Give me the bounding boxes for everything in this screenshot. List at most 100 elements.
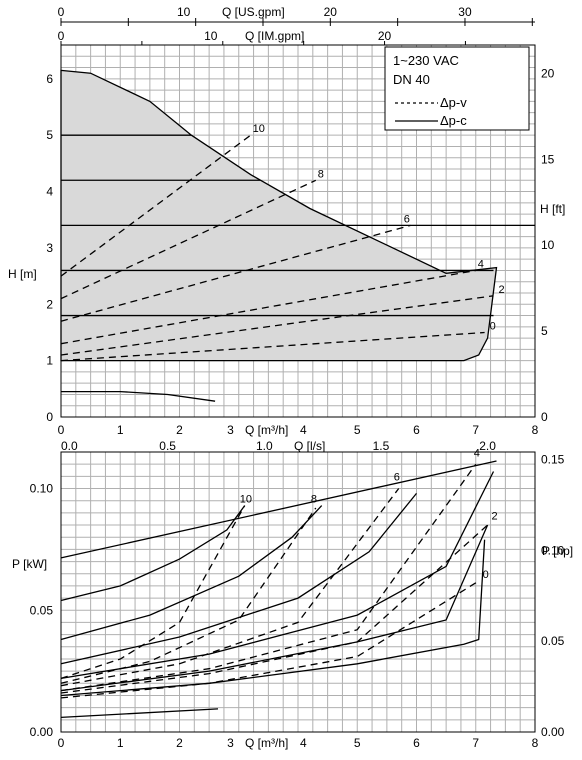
- y-tick: 5: [46, 128, 53, 142]
- y2-tick: 0.10: [541, 543, 565, 557]
- y-tick: 6: [46, 72, 53, 86]
- legend-line-dn: DN 40: [393, 72, 430, 87]
- power-chart-y2-label: P [hp]: [542, 544, 573, 558]
- ls-tick: 1.0: [256, 439, 273, 453]
- power-chart-y-label: P [kW]: [12, 557, 47, 571]
- im-gpm-axis: 0 10 20: [58, 29, 466, 45]
- x-tick: 4: [300, 423, 307, 437]
- y-tick: 3: [46, 241, 53, 255]
- curve-label-2: 2: [498, 284, 504, 296]
- legend-entry-dp-c: Δp-c: [440, 113, 467, 128]
- head-chart-y-ticks: 0 1 2 3 4 5 6: [46, 72, 53, 424]
- x-tick: 1: [117, 423, 124, 437]
- power-chart-ls-ticks: 0.0 0.5 1.0 1.5 2.0: [61, 439, 496, 453]
- head-chart-x-ticks: 0 1 2 3 4 5 6 7 8: [58, 423, 539, 437]
- power-curve-dp-c-10: [60, 505, 246, 602]
- y-tick: 0.05: [30, 603, 54, 617]
- head-chart-envelope-area: [60, 69, 498, 362]
- us-gpm-tick: 10: [177, 5, 191, 19]
- us-gpm-tick: 30: [458, 5, 472, 19]
- y2-tick: 5: [541, 324, 548, 338]
- minimum-speed-curve: [61, 390, 216, 402]
- x-tick: 6: [413, 736, 420, 750]
- x-tick: 2: [176, 423, 183, 437]
- curve-label-6: 6: [404, 213, 410, 225]
- head-chart-y2-label: H [ft]: [540, 202, 565, 216]
- x-tick: 7: [472, 423, 479, 437]
- us-gpm-axis: 0 10 20 30: [58, 5, 535, 26]
- minimum-power-curve: [60, 708, 219, 719]
- curve-label-10: 10: [253, 123, 265, 135]
- x-tick: 2: [176, 736, 183, 750]
- ls-tick: 0.0: [61, 439, 78, 453]
- power-curve-label-0: 0: [483, 569, 489, 581]
- x-tick: 4: [300, 736, 307, 750]
- power-chart-x-label: Q [m³/h]: [245, 736, 288, 750]
- power-curve-label-8: 8: [311, 494, 317, 506]
- power-curve-label-4: 4: [474, 447, 480, 459]
- power-curve-dp-v-8: [60, 507, 317, 684]
- power-chart-y-ticks: 0.00 0.05 0.10: [30, 482, 54, 739]
- proportional-pressure-line-2: [60, 295, 494, 356]
- x-tick: 1: [117, 736, 124, 750]
- x-tick: 3: [227, 736, 234, 750]
- head-chart-y2-ticks: 0 5 10 15 20: [541, 66, 555, 424]
- y2-tick: 10: [541, 238, 555, 252]
- top-axis-im-gpm-label: Q [IM.gpm]: [245, 29, 304, 43]
- head-chart-y-label: H [m]: [8, 267, 37, 281]
- max-curve-envelope: [60, 69, 498, 362]
- im-gpm-tick: 0: [58, 29, 65, 43]
- power-curve-dp-c-4: [60, 471, 495, 680]
- power-chart-curves: 10 8 6 4 2 0: [60, 447, 498, 719]
- power-curve-dp-v-10: [60, 505, 246, 680]
- proportional-pressure-line-4: [60, 269, 476, 345]
- proportional-pressure-line-6: [60, 224, 411, 322]
- power-curve-dp-v-6: [60, 488, 400, 687]
- power-curve-label-2: 2: [492, 511, 498, 523]
- im-gpm-tick: 10: [204, 29, 218, 43]
- proportional-pressure-line-0: [60, 331, 485, 362]
- head-chart-curves: 10 8 6 4 2 0: [60, 123, 535, 402]
- y-tick: 2: [46, 297, 53, 311]
- legend-entry-dp-v: Δp-v: [440, 95, 467, 110]
- head-chart-frame: [60, 44, 536, 418]
- curve-label-0: 0: [490, 320, 496, 332]
- power-curve-dp-v-2: [60, 524, 489, 694]
- legend-box: [384, 46, 530, 131]
- y-tick: 4: [46, 185, 53, 199]
- curve-label-8: 8: [318, 168, 324, 180]
- ls-tick: 2.0: [479, 439, 496, 453]
- power-curve-dp-v-4: [60, 463, 477, 692]
- x-tick: 7: [472, 736, 479, 750]
- us-gpm-tick: 0: [58, 5, 65, 19]
- top-axis-us-gpm-label: Q [US.gpm]: [222, 5, 285, 19]
- x-tick: 6: [413, 423, 420, 437]
- power-chart-x2-label: Q [l/s]: [294, 439, 325, 453]
- x-tick: 5: [354, 736, 361, 750]
- power-chart-y2-ticks: 0.00 0.05 0.10 0.15: [541, 453, 565, 739]
- x-tick: 8: [532, 423, 539, 437]
- x-tick: 3: [227, 423, 234, 437]
- power-chart-frame: [60, 451, 536, 733]
- us-gpm-tick: 20: [324, 5, 338, 19]
- y2-tick: 15: [541, 152, 555, 166]
- y2-tick: 20: [541, 66, 555, 80]
- ls-tick: 1.5: [373, 439, 390, 453]
- head-chart-legend: 1~230 VAC DN 40 Δp-v Δp-c: [384, 46, 530, 131]
- legend-line-voltage: 1~230 VAC: [393, 53, 459, 68]
- x-tick: 0: [58, 736, 65, 750]
- x-tick: 5: [354, 423, 361, 437]
- ls-tick: 0.5: [159, 439, 176, 453]
- power-chart-x-ticks: 0 1 2 3 4 5 6 7 8: [58, 736, 539, 750]
- y2-tick: 0: [541, 410, 548, 424]
- y2-tick: 0.00: [541, 725, 565, 739]
- x-tick: 0: [58, 423, 65, 437]
- y2-tick: 0.15: [541, 453, 565, 467]
- power-curve-label-6: 6: [394, 472, 400, 484]
- im-gpm-tick: 20: [378, 29, 392, 43]
- max-power-line: [60, 460, 497, 559]
- power-curve-dp-c-8: [60, 505, 323, 641]
